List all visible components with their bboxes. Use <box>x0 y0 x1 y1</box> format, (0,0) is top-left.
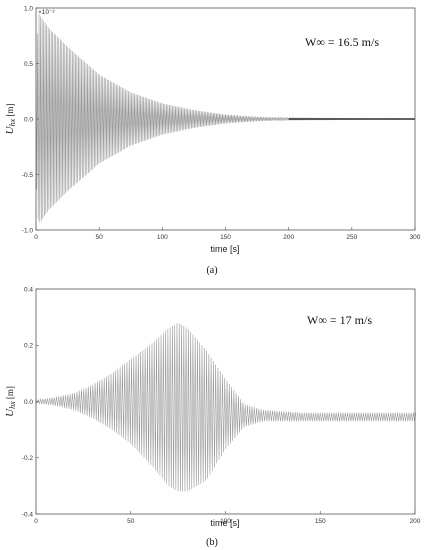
series-line <box>35 323 417 492</box>
y-tick-label: 0.4 <box>24 286 33 293</box>
x-tick-label: 300 <box>410 234 421 241</box>
annotation-b: W∞ = 17 m/s <box>307 313 372 327</box>
y-exponent-label-a: ×10⁻² <box>38 9 55 16</box>
panel-label-a: (a) <box>206 265 217 276</box>
chart-panel-a: 0 50 100 150 200 250 300 -1.0 -0.5 0.0 0.5 1.0 ×10⁻… <box>4 5 421 276</box>
y-tick-label: 1.0 <box>24 5 33 12</box>
y-tick-label: -0.2 <box>22 455 34 462</box>
x-tick-label: 150 <box>220 234 231 241</box>
x-axis-label-b: time [s] <box>210 518 239 528</box>
x-tick-label: 50 <box>96 234 104 241</box>
y-tick-label: -1.0 <box>22 227 34 234</box>
chart-panel-b: 0 50 100 150 200 -0.4 -0.2 0.0 0.2 0.4 W∞ = 17 m/… <box>4 286 421 548</box>
axis-ticks-a: 0 50 100 150 200 250 300 -1.0 -0.5 0.0 0.5 1.0 <box>22 5 421 241</box>
x-tick-label: 100 <box>157 234 168 241</box>
x-axis-label-a: time [s] <box>210 244 239 254</box>
y-tick-label: -0.4 <box>22 511 34 518</box>
panel-label-b: (b) <box>206 537 218 548</box>
x-tick-label: 0 <box>34 234 38 241</box>
y-tick-label: 0.0 <box>24 116 33 123</box>
x-tick-label: 100 <box>220 518 231 525</box>
y-tick-label: 0.2 <box>24 343 33 350</box>
x-tick-label: 50 <box>127 518 135 525</box>
x-tick-label: 250 <box>346 234 357 241</box>
x-tick-label: 150 <box>315 518 326 525</box>
series-trace-b <box>35 323 417 492</box>
y-tick-label: 0.5 <box>24 61 33 68</box>
y-tick-label: -0.5 <box>22 172 34 179</box>
x-tick-label: 200 <box>410 518 421 525</box>
annotation-a: W∞ = 16.5 m/s <box>305 35 379 49</box>
y-tick-label: 0.0 <box>24 399 33 406</box>
y-axis-label-b: Uhx [m] <box>4 386 17 417</box>
x-tick-label: 200 <box>283 234 294 241</box>
x-tick-label: 0 <box>34 518 38 525</box>
axis-ticks-b: 0 50 100 150 200 -0.4 -0.2 0.0 0.2 0.4 <box>22 286 421 525</box>
y-axis-label-a: Uhx [m] <box>4 104 17 135</box>
